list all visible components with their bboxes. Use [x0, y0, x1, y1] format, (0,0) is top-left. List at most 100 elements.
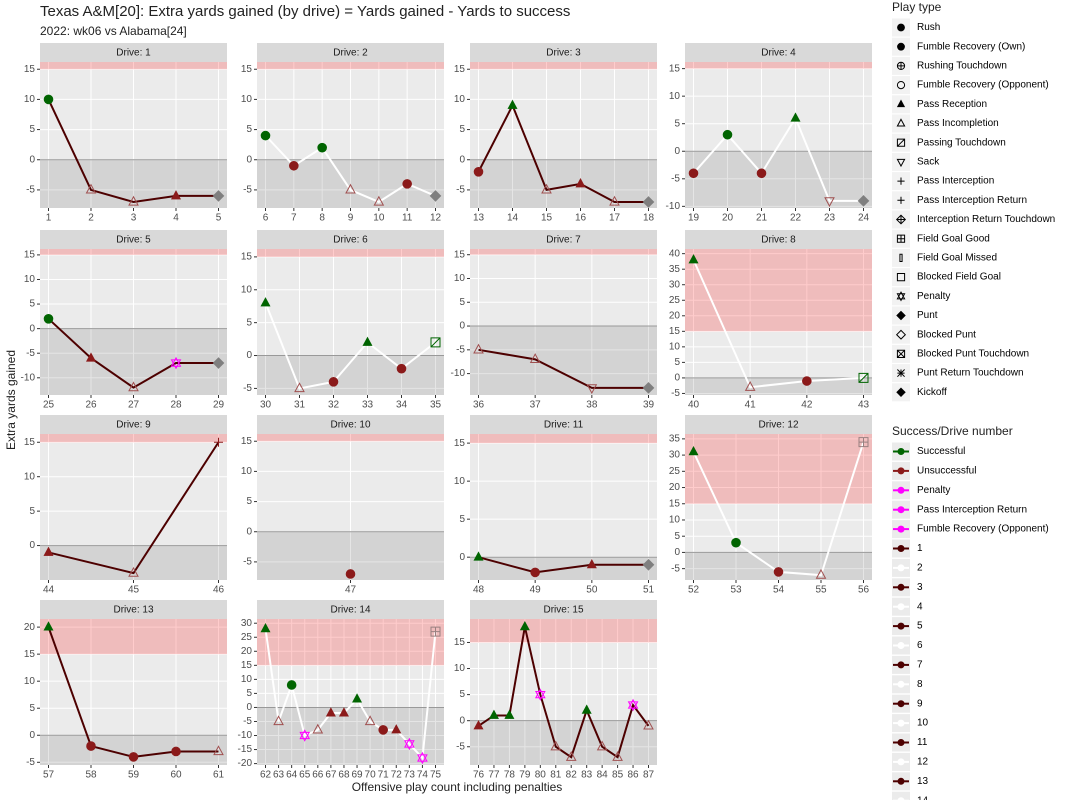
x-tick-label: 48: [473, 585, 485, 596]
drive-line: [477, 103, 649, 203]
point: [815, 568, 827, 579]
legend-symbol: [897, 622, 905, 630]
legend-symbol: [896, 349, 906, 358]
y-tick-label: 5: [674, 357, 680, 368]
y-axis-label: Extra yards gained: [4, 350, 18, 450]
y-tick-label: 0: [459, 715, 465, 726]
point: [790, 112, 801, 122]
y-tick-label: 5: [459, 124, 465, 135]
y-tick-label: 20: [24, 622, 36, 633]
strip: [257, 600, 444, 619]
point: [86, 741, 96, 751]
y-tick-label: -10: [451, 368, 466, 379]
y-tick-label: 30: [241, 618, 253, 629]
legend-label: Pass Interception Return: [917, 504, 1027, 515]
x-tick-label: 24: [858, 213, 870, 224]
x-tick-label: 29: [213, 400, 225, 411]
success-zone: [257, 434, 444, 442]
x-tick-label: 66: [312, 770, 324, 781]
legend-symbol: [897, 758, 905, 766]
point: [642, 382, 655, 394]
legend-symbol: [897, 448, 905, 455]
point: [345, 183, 356, 194]
point: [352, 693, 363, 703]
legend-key: [892, 152, 910, 171]
legend-label: Penalty: [917, 485, 950, 496]
y-tick-label: 5: [29, 124, 35, 135]
legend-label: Blocked Field Goal: [917, 272, 1001, 283]
success-zone: [685, 434, 872, 504]
legend-label: Fumble Recovery (Opponent): [917, 80, 1049, 91]
point: [581, 704, 592, 714]
success-zone: [470, 434, 657, 444]
point: [170, 190, 182, 200]
y-tick-label: 10: [669, 341, 681, 352]
y-tick-label: 15: [24, 649, 36, 660]
y-tick-label: -5: [456, 741, 465, 752]
y-tick-label: 30: [669, 279, 681, 290]
point: [529, 353, 541, 363]
legend-symbol: [897, 642, 905, 649]
x-tick-label: 1: [46, 213, 52, 224]
point: [575, 178, 586, 188]
x-tick-label: 3: [131, 213, 137, 224]
legend-label: Punt: [917, 310, 938, 321]
x-tick-label: 65: [299, 770, 311, 781]
y-tick-label: -5: [26, 348, 35, 359]
legend-label: Sack: [917, 157, 940, 168]
failure-zone: [470, 720, 657, 765]
legend-label: 13: [917, 776, 929, 787]
x-tick-label: 67: [325, 770, 337, 781]
x-tick-label: 82: [566, 770, 578, 781]
y-tick-label: 0: [674, 373, 680, 384]
point: [260, 130, 271, 141]
drive-line: [264, 628, 437, 761]
point: [43, 94, 54, 105]
x-tick-label: 75: [430, 770, 442, 781]
legend-key: [892, 248, 910, 267]
failure-zone: [470, 159, 657, 208]
legend-label: Rushing Touchdown: [917, 61, 1007, 72]
y-tick-label: 5: [246, 496, 252, 507]
legend-label: 5: [917, 621, 923, 632]
legend-symbol: [897, 42, 905, 51]
x-tick-label: 87: [643, 770, 655, 781]
legend-symbol: [899, 253, 903, 262]
point: [286, 680, 297, 690]
drive-line: [47, 98, 219, 203]
legend-label: Blocked Punt: [917, 329, 976, 340]
x-tick-label: 77: [488, 770, 500, 781]
point: [170, 356, 182, 370]
x-tick-label: 64: [286, 770, 298, 781]
point: [586, 384, 598, 395]
x-tick-label: 69: [351, 770, 363, 781]
y-tick-label: 25: [241, 632, 253, 643]
x-tick-label: 9: [348, 213, 354, 224]
y-tick-label: 10: [669, 91, 681, 102]
success-zone: [470, 249, 657, 255]
x-tick-label: 33: [362, 400, 374, 411]
drive-line: [48, 441, 220, 575]
panel-background: [685, 62, 872, 208]
legend-label: Pass Interception Return: [917, 195, 1027, 206]
y-tick-label: 15: [24, 250, 36, 261]
x-tick-label: 55: [815, 585, 827, 596]
drive-line: [692, 116, 864, 202]
y-tick-label: 15: [454, 438, 466, 449]
point: [504, 709, 515, 719]
point: [534, 688, 546, 701]
point: [744, 381, 756, 391]
point: [373, 195, 385, 206]
x-tick-label: 22: [790, 213, 802, 224]
legend-label: Pass Reception: [917, 99, 987, 110]
point: [688, 168, 699, 179]
success-zone: [685, 62, 872, 69]
legend-title: Play type: [892, 0, 942, 14]
x-tick-label: 38: [586, 400, 598, 411]
point: [85, 352, 97, 362]
point: [473, 343, 484, 354]
y-tick-label: 35: [669, 264, 681, 275]
x-tick-label: 20: [722, 213, 734, 224]
legend-symbol: [897, 603, 905, 611]
point: [688, 446, 699, 456]
